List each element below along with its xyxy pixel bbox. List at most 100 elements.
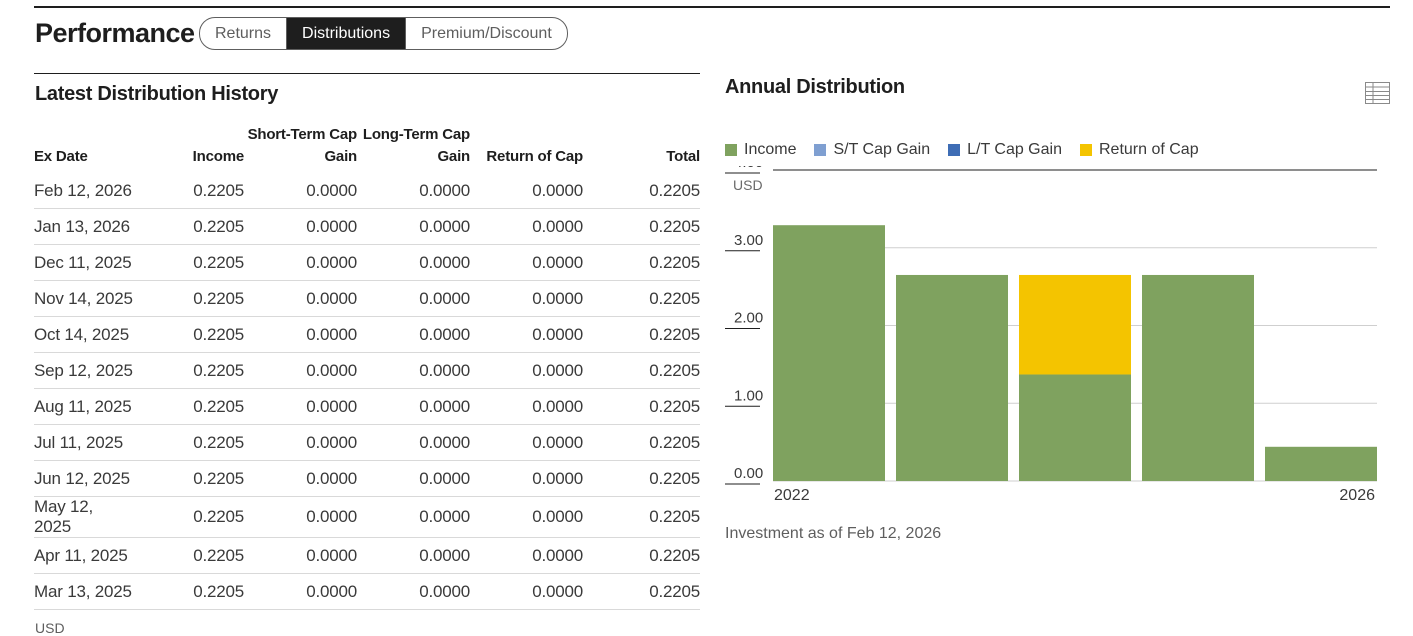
value-cell: 0.0000 [357, 244, 470, 281]
column-header: Ex Date [34, 148, 88, 165]
value-cell: 0.2205 [134, 173, 244, 209]
ex-date-cell: Jun 12, 2025 [34, 460, 134, 497]
x-tick-label: 2026 [1339, 487, 1375, 504]
value-cell: 0.2205 [134, 352, 244, 389]
value-cell: 0.2205 [583, 537, 700, 574]
legend-item: S/T Cap Gain [814, 141, 930, 159]
column-header: Long-Term Cap Gain [362, 126, 470, 165]
value-cell: 0.0000 [470, 537, 583, 574]
bar-segment [1019, 374, 1131, 481]
tab-returns[interactable]: Returns [200, 18, 288, 49]
value-cell: 0.2205 [134, 573, 244, 610]
table-row: May 12, 2025 0.2205 0.0000 0.0000 0.0000 0.22… [34, 496, 700, 538]
bar-segment [773, 225, 885, 481]
value-cell: 0.0000 [244, 460, 357, 497]
legend-swatch [814, 144, 827, 156]
legend-swatch [725, 144, 737, 156]
table-row: Aug 11, 2025 0.2205 0.0000 0.0000 0.0000 0.22… [34, 388, 700, 425]
table-header-row: Ex Date Income Short-Term Cap Gain Long-Term… [34, 124, 700, 173]
value-cell: 0.0000 [244, 208, 357, 245]
legend-label: S/T Cap Gain [833, 141, 931, 158]
value-cell: 0.0000 [244, 424, 357, 461]
value-cell: 0.0000 [470, 280, 583, 317]
value-cell: 0.0000 [470, 573, 583, 610]
value-cell: 0.0000 [244, 537, 357, 574]
value-cell: 0.0000 [244, 496, 357, 538]
value-cell: 0.0000 [357, 388, 470, 425]
bar-segment [1142, 274, 1254, 481]
column-header: Short-Term Cap Gain [247, 126, 358, 165]
ex-date-cell: Feb 12, 2026 [34, 173, 134, 209]
table-grid-icon[interactable] [1365, 82, 1390, 104]
ex-date-cell: Apr 11, 2025 [34, 537, 134, 574]
table-row: Sep 12, 2025 0.2205 0.0000 0.0000 0.0000 0.22… [34, 352, 700, 389]
table-row: Jun 12, 2025 0.2205 0.0000 0.0000 0.0000 0.22… [34, 460, 700, 497]
table-row: Nov 14, 2025 0.2205 0.0000 0.0000 0.0000 0.22… [34, 280, 700, 317]
value-cell: 0.2205 [134, 244, 244, 281]
value-cell: 0.2205 [583, 280, 700, 317]
value-cell: 0.2205 [134, 537, 244, 574]
value-cell: 0.2205 [134, 388, 244, 425]
legend-label: Return of Cap [1098, 141, 1199, 158]
table-row: Jan 13, 2026 0.2205 0.0000 0.0000 0.0000 0.22… [34, 208, 700, 245]
value-cell: 0.0000 [357, 537, 470, 574]
value-cell: 0.0000 [244, 173, 357, 209]
table-row: Jul 11, 2025 0.2205 0.0000 0.0000 0.0000 0.22… [34, 424, 700, 461]
value-cell: 0.2205 [583, 244, 700, 281]
value-cell: 0.2205 [134, 208, 244, 245]
value-cell: 0.2205 [583, 424, 700, 461]
value-cell: 0.2205 [134, 424, 244, 461]
ex-date-cell: Sep 12, 2025 [34, 352, 134, 389]
performance-tabs: Returns Distributions Premium/Discount [199, 17, 568, 50]
value-cell: 0.2205 [583, 460, 700, 497]
y-tick-label: 3.00 [734, 232, 763, 249]
value-cell: 0.2205 [583, 316, 700, 353]
ex-date-cell: Aug 11, 2025 [34, 388, 134, 425]
value-cell: 0.0000 [470, 496, 583, 538]
x-tick-label: 2022 [774, 487, 810, 504]
top-divider [34, 6, 1390, 8]
legend-item: L/T Cap Gain [948, 141, 1062, 159]
y-tick-label: 2.00 [734, 310, 763, 327]
chart-legend: Income S/T Cap Gain L/T Cap Gain Return of … [725, 141, 1199, 159]
tab-distributions[interactable]: Distributions [287, 18, 407, 49]
tab-premium-discount[interactable]: Premium/Discount [421, 25, 552, 42]
table-row: Feb 12, 2026 0.2205 0.0000 0.0000 0.0000 0.22… [34, 173, 700, 209]
legend-item: Return of Cap [1079, 141, 1199, 159]
legend-item: Income [725, 141, 796, 159]
value-cell: 0.0000 [357, 173, 470, 209]
value-cell: 0.0000 [470, 316, 583, 353]
value-cell: 0.0000 [244, 352, 357, 389]
value-cell: 0.0000 [357, 208, 470, 245]
history-title: Latest Distribution History [35, 83, 279, 105]
ex-date-cell: Jul 11, 2025 [34, 424, 134, 461]
legend-swatch [948, 144, 961, 156]
annual-distribution-chart: 0.00 1.00 2.00 3.00 4.00 USD 2022 2026 [725, 166, 1377, 504]
bar-segment [1265, 446, 1377, 481]
ex-date-cell: Jan 13, 2026 [34, 208, 134, 245]
value-cell: 0.2205 [134, 460, 244, 497]
value-cell: 0.0000 [244, 316, 357, 353]
legend-swatch [1079, 144, 1092, 156]
ex-date-cell: May 12, 2025 [34, 496, 134, 538]
y-tick-label: 0.00 [734, 465, 763, 482]
bar-segment [896, 274, 1008, 481]
currency-note: USD [35, 620, 65, 636]
y-unit-label: USD [733, 177, 763, 193]
value-cell: 0.0000 [357, 352, 470, 389]
table-row: Mar 13, 2025 0.2205 0.0000 0.0000 0.0000 0.22… [34, 573, 700, 610]
value-cell: 0.0000 [470, 352, 583, 389]
value-cell: 0.0000 [357, 424, 470, 461]
value-cell: 0.0000 [244, 280, 357, 317]
legend-label: Income [744, 141, 797, 158]
value-cell: 0.0000 [470, 173, 583, 209]
ex-date-cell: Dec 11, 2025 [34, 244, 134, 281]
value-cell: 0.0000 [470, 388, 583, 425]
table-row: Apr 11, 2025 0.2205 0.0000 0.0000 0.0000 0.22… [34, 537, 700, 574]
value-cell: 0.0000 [357, 573, 470, 610]
value-cell: 0.0000 [244, 388, 357, 425]
distribution-history-table: Ex Date Income Short-Term Cap Gain Long-Term… [34, 124, 700, 610]
value-cell: 0.0000 [470, 208, 583, 245]
value-cell: 0.0000 [357, 496, 470, 538]
annual-distribution-title: Annual Distribution [725, 76, 905, 98]
